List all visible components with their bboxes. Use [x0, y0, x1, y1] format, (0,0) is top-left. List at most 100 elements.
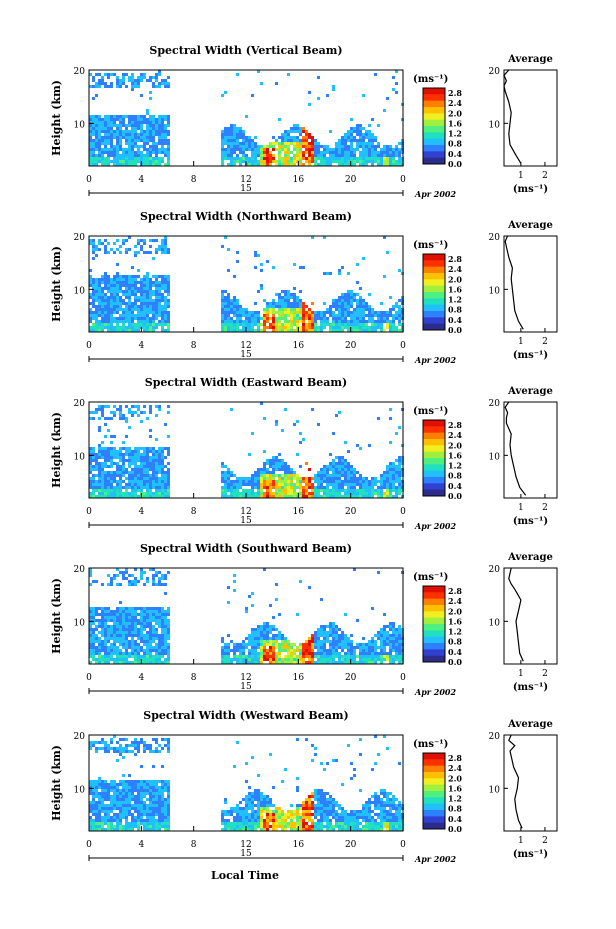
heatmap-cell [224, 495, 227, 498]
heatmap-cell [263, 323, 266, 326]
heatmap-cell [116, 792, 119, 795]
heatmap-cell [155, 574, 158, 577]
heatmap-cell [101, 634, 104, 637]
heatmap-cell [254, 323, 257, 326]
heatmap-cell [110, 741, 113, 744]
heatmap-cell [107, 813, 110, 816]
heatmap-cell [137, 465, 140, 468]
heatmap-cell [116, 299, 119, 302]
heatmap-cell [158, 610, 161, 613]
heatmap-cell [92, 822, 95, 825]
heatmap-cell [113, 634, 116, 637]
heatmap-cell [155, 239, 158, 242]
heatmap-cell [149, 323, 152, 326]
heatmap-cell [275, 82, 278, 85]
heatmap-cell [323, 634, 326, 637]
heatmap-cell [389, 471, 392, 474]
heatmap-cell [140, 154, 143, 157]
heatmap-cell [269, 474, 272, 477]
heatmap-cell [275, 148, 278, 151]
heatmap-cell [227, 130, 230, 133]
heatmap-cell [347, 320, 350, 323]
heatmap-cell [251, 314, 254, 317]
day-label: 15 [240, 516, 252, 526]
heatmap-cell [158, 308, 161, 311]
heatmap-cell [113, 329, 116, 332]
heatmap-cell [368, 640, 371, 643]
heatmap-cell [299, 320, 302, 323]
heatmap-cell [362, 139, 365, 142]
heatmap-cell [92, 76, 95, 79]
heatmap-cell [134, 163, 137, 166]
colorbar-band [423, 643, 445, 650]
heatmap-cell [89, 804, 92, 807]
heatmap-cell [155, 85, 158, 88]
heatmap-cell [128, 275, 131, 278]
heatmap-cell [284, 320, 287, 323]
heatmap-cell [263, 646, 266, 649]
heatmap-cell [227, 163, 230, 166]
heatmap-cell [158, 281, 161, 284]
heatmap-cell [272, 643, 275, 646]
heatmap-cell [131, 462, 134, 465]
heatmap-cell [128, 142, 131, 145]
heatmap-cell [293, 263, 296, 266]
heatmap-cell [98, 780, 101, 783]
heatmap-cell [281, 640, 284, 643]
heatmap-cell [227, 486, 230, 489]
heatmap-cell [119, 405, 122, 408]
heatmap-cell [377, 314, 380, 317]
heatmap-cell [164, 477, 167, 480]
heatmap-cell [164, 296, 167, 299]
heatmap-cell [254, 148, 257, 151]
heatmap-cell [122, 750, 125, 753]
heatmap-cell [128, 160, 131, 163]
heatmap-cell [362, 163, 365, 166]
heatmap-cell [287, 151, 290, 154]
heatmap-cell [350, 329, 353, 332]
colorbar-band [423, 636, 445, 644]
heatmap-cell [143, 142, 146, 145]
heatmap-cell [242, 483, 245, 486]
heatmap-cell [89, 634, 92, 637]
heatmap-cell [332, 148, 335, 151]
colorbar-tick-label: 1.6 [448, 616, 462, 626]
heatmap-cell [227, 151, 230, 154]
heatmap-cell [104, 423, 107, 426]
heatmap-cell [392, 658, 395, 661]
heatmap-cell [113, 658, 116, 661]
heatmap-cell [386, 154, 389, 157]
heatmap-cell [95, 85, 98, 88]
heatmap-cell [242, 145, 245, 148]
heatmap-cell [371, 118, 374, 121]
heatmap-cell [299, 311, 302, 314]
heatmap-cell [116, 813, 119, 816]
heatmap-cell [275, 326, 278, 329]
heatmap-cell [95, 474, 98, 477]
heatmap-cell [377, 417, 380, 420]
heatmap-cell [104, 447, 107, 450]
heatmap-cell [155, 251, 158, 254]
heatmap-cell [146, 495, 149, 498]
heatmap-cell [344, 661, 347, 664]
heatmap-cell [287, 148, 290, 151]
heatmap-cell [380, 314, 383, 317]
heatmap-cell [353, 486, 356, 489]
heatmap-cell [236, 649, 239, 652]
heatmap-cell [134, 577, 137, 580]
heatmap-cell [167, 293, 170, 296]
heatmap-cell [332, 480, 335, 483]
heatmap-cell [128, 296, 131, 299]
heatmap-cell [383, 495, 386, 498]
heatmap-cell [146, 121, 149, 124]
colorbar-band [423, 138, 445, 146]
heatmap-cell [155, 302, 158, 305]
heatmap-cell [92, 245, 95, 248]
heatmap-cell [296, 148, 299, 151]
heatmap-cell [383, 634, 386, 637]
heatmap-cell [353, 471, 356, 474]
heatmap-cell [272, 154, 275, 157]
heatmap-cell [287, 136, 290, 139]
heatmap-cell [104, 792, 107, 795]
heatmap-cell [365, 492, 368, 495]
